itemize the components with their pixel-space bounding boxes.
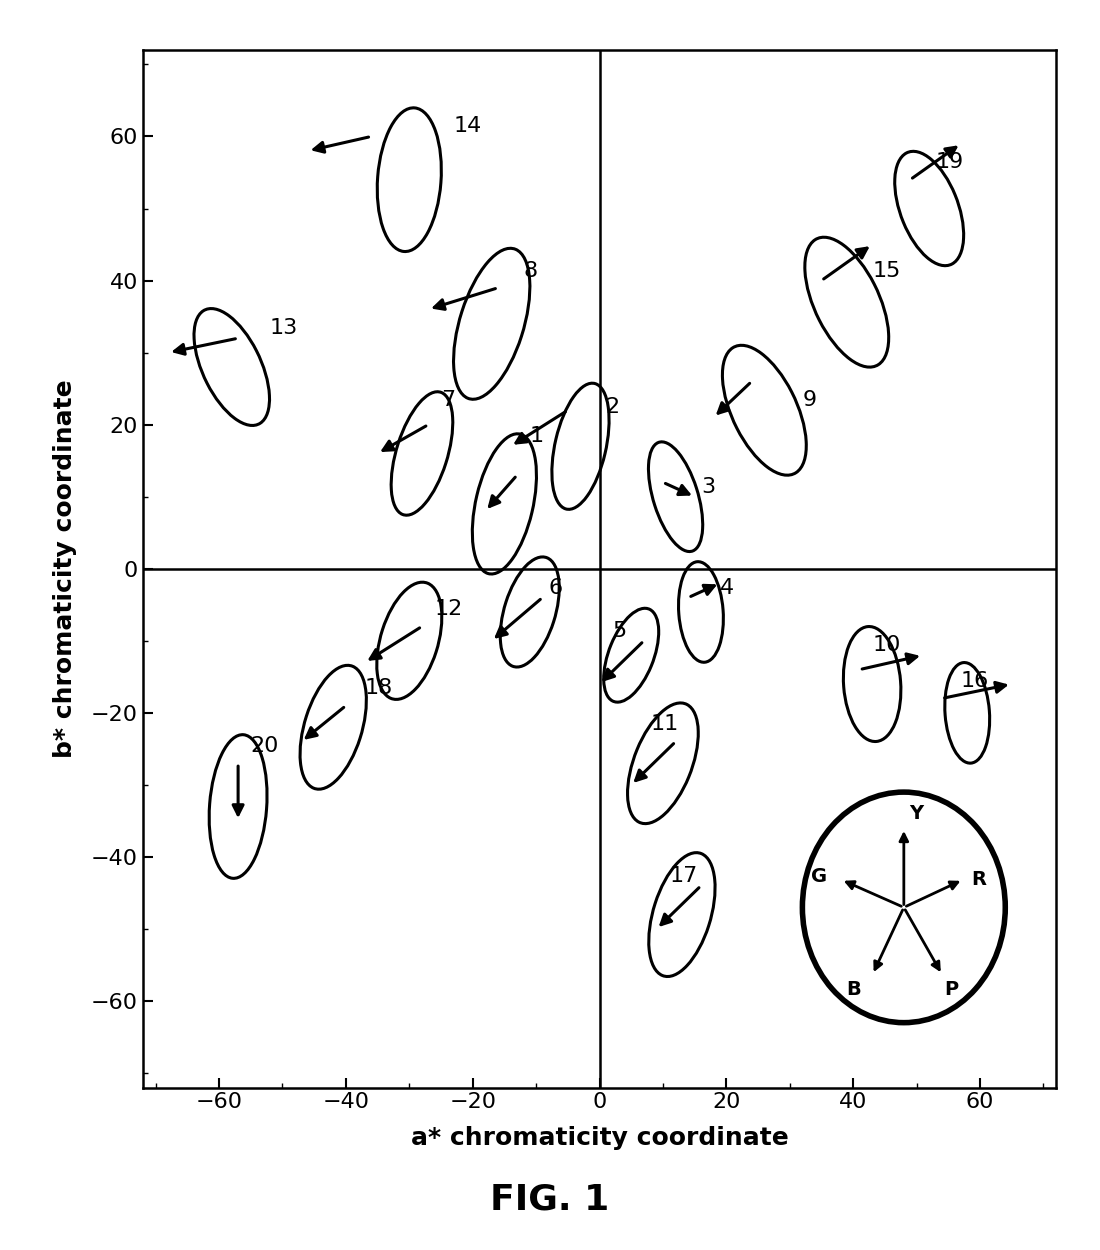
Text: 20: 20	[251, 736, 279, 756]
Text: 7: 7	[441, 390, 455, 410]
Text: 19: 19	[935, 152, 964, 173]
Text: 1: 1	[530, 426, 543, 446]
X-axis label: a* chromaticity coordinate: a* chromaticity coordinate	[410, 1126, 789, 1150]
Text: 14: 14	[453, 116, 482, 136]
Y-axis label: b* chromaticity coordinate: b* chromaticity coordinate	[53, 380, 77, 758]
Text: Y: Y	[910, 804, 924, 824]
Text: 4: 4	[720, 578, 734, 598]
Text: 5: 5	[613, 621, 626, 641]
Text: 13: 13	[270, 319, 298, 339]
Text: 16: 16	[961, 671, 989, 691]
Text: 6: 6	[549, 578, 563, 598]
Text: 15: 15	[872, 260, 901, 280]
Text: B: B	[846, 980, 861, 999]
Text: 2: 2	[606, 398, 620, 418]
Text: 3: 3	[701, 476, 715, 496]
Text: P: P	[945, 980, 959, 999]
Text: 12: 12	[434, 599, 463, 619]
Text: 9: 9	[802, 390, 816, 410]
Text: 8: 8	[524, 260, 538, 280]
Text: FIG. 1: FIG. 1	[491, 1182, 609, 1218]
Text: R: R	[971, 870, 987, 889]
Text: 11: 11	[650, 715, 679, 735]
Text: 17: 17	[669, 866, 697, 886]
Text: G: G	[811, 866, 827, 885]
Text: 10: 10	[872, 635, 901, 655]
Text: 18: 18	[365, 679, 393, 699]
